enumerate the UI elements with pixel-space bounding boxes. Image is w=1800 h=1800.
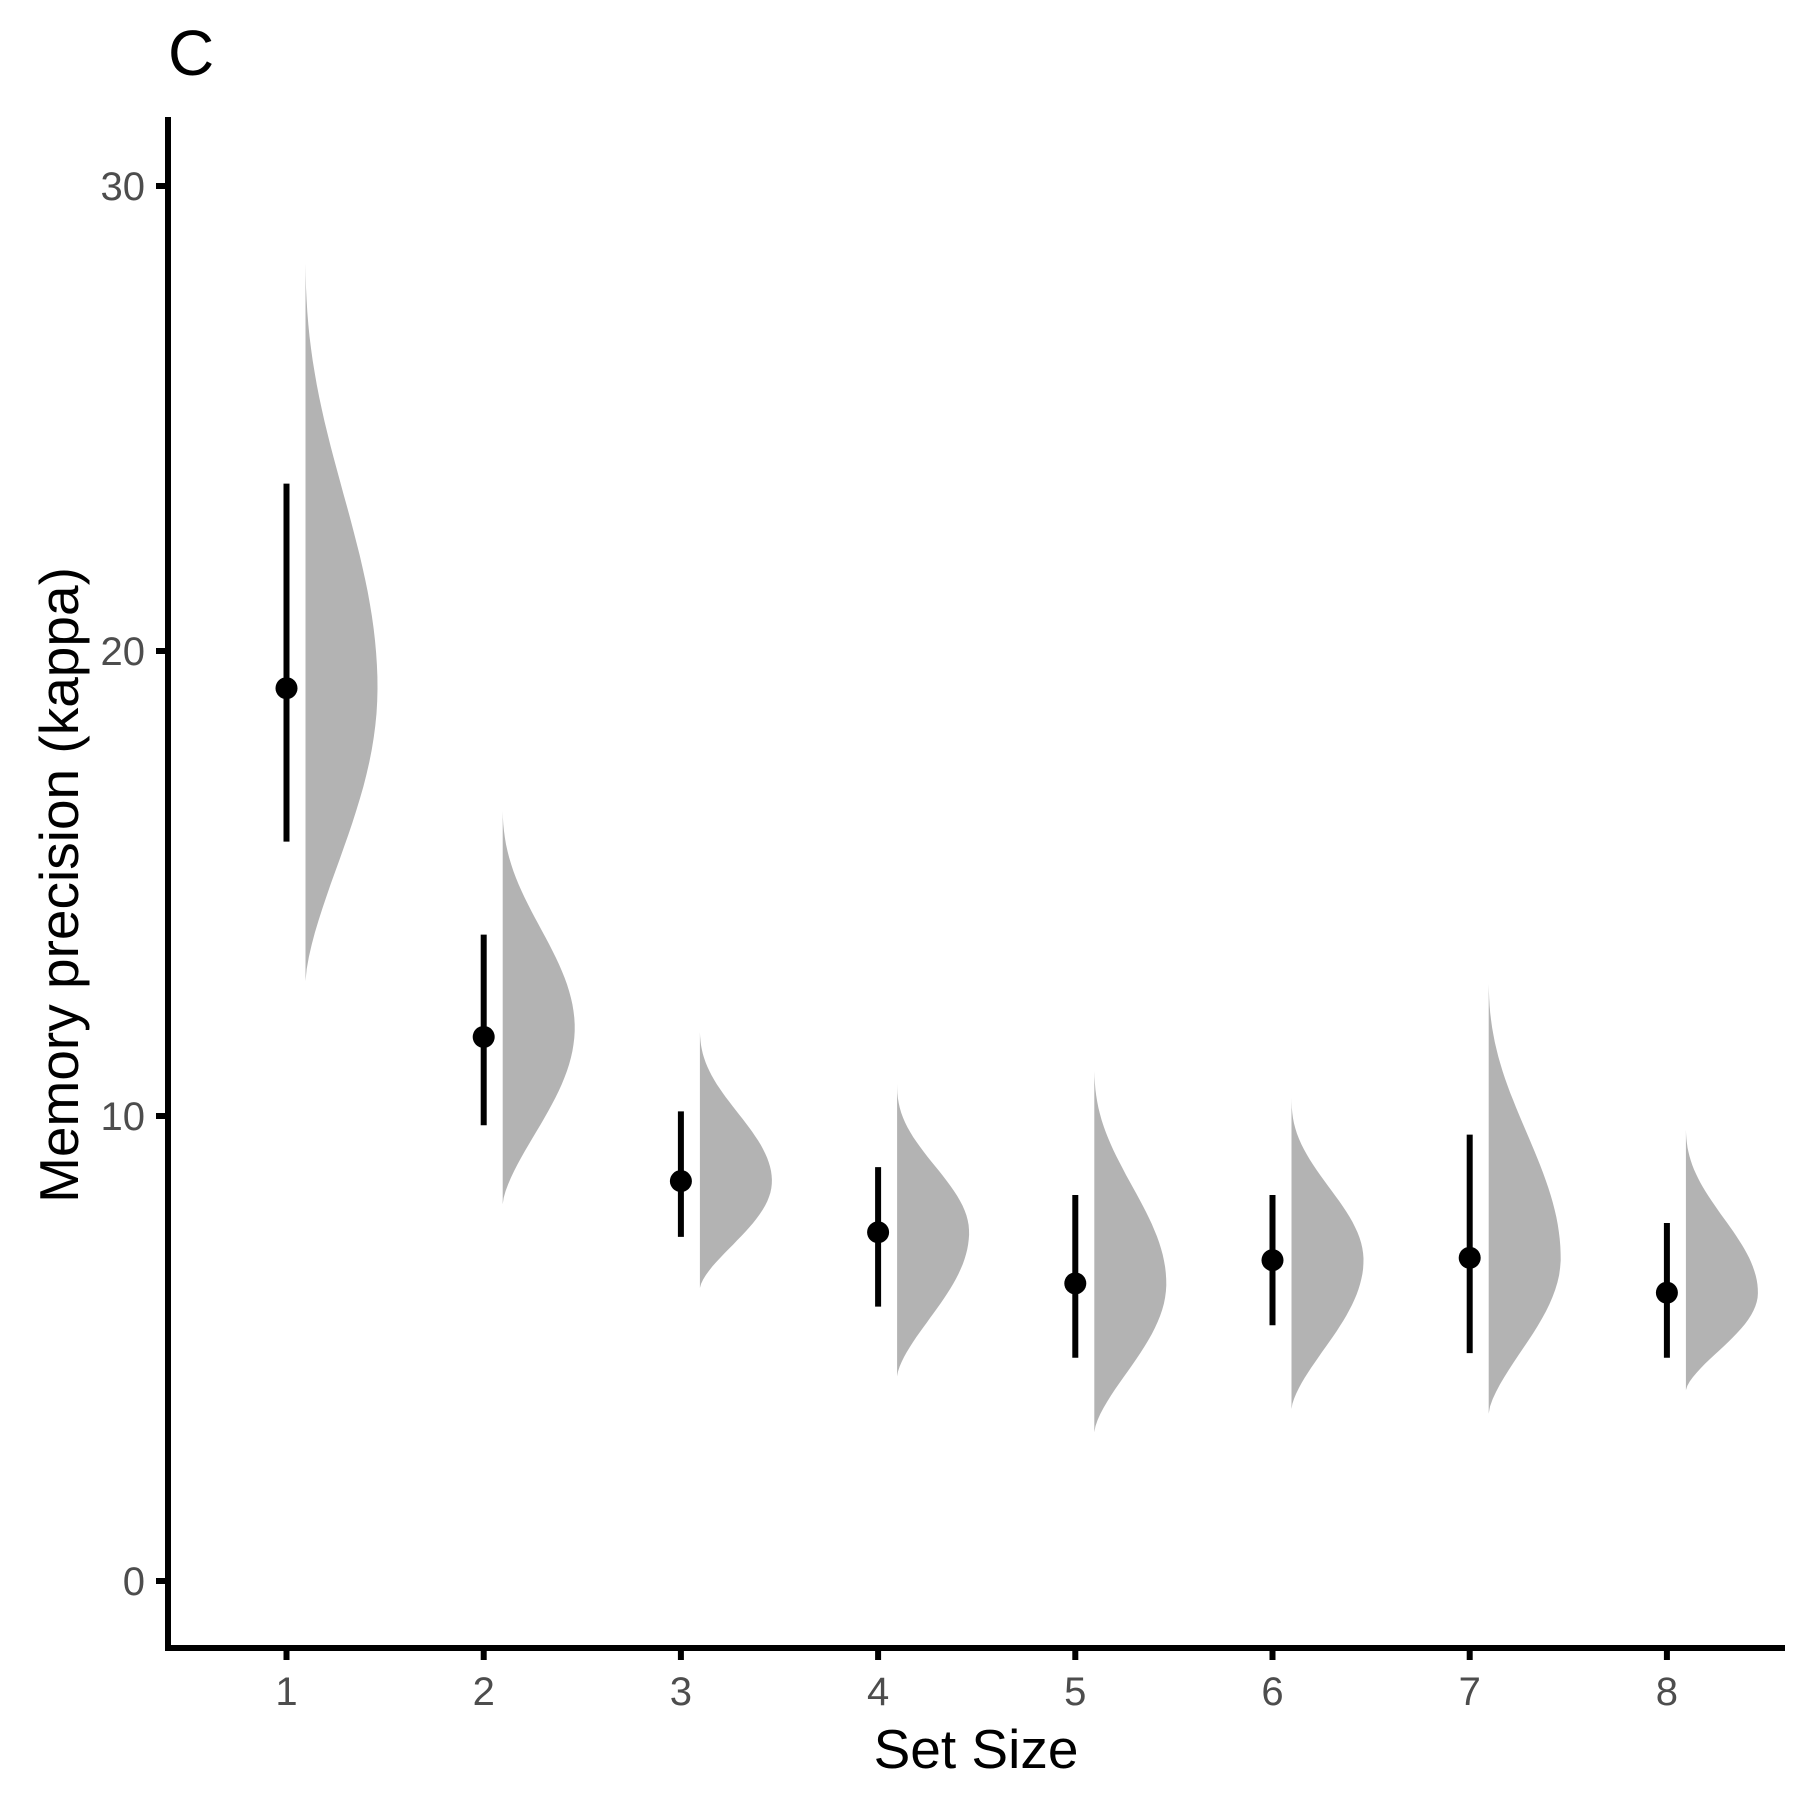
point-estimate bbox=[1064, 1272, 1087, 1295]
x-axis-ticks: 1 2 3 4 5 6 7 8 bbox=[275, 1648, 1678, 1714]
point-estimate bbox=[275, 677, 298, 700]
density-shape bbox=[1685, 1125, 1758, 1391]
x-axis-title: Set Size bbox=[874, 1718, 1079, 1780]
point-estimate bbox=[867, 1221, 890, 1244]
y-axis-title: Memory precision (kappa) bbox=[28, 567, 90, 1203]
y-tick-label: 10 bbox=[101, 1095, 146, 1139]
density-shape bbox=[897, 1083, 970, 1377]
density-shape bbox=[1291, 1097, 1364, 1409]
point-estimate bbox=[1458, 1246, 1481, 1269]
density-shape bbox=[1488, 976, 1561, 1414]
x-tick-label: 2 bbox=[473, 1670, 495, 1714]
x-tick-label: 5 bbox=[1064, 1670, 1086, 1714]
point-estimate bbox=[1655, 1281, 1678, 1304]
x-tick-label: 3 bbox=[670, 1670, 692, 1714]
panel-label: C bbox=[168, 17, 214, 89]
interval-layer bbox=[283, 483, 1670, 1358]
point-layer bbox=[275, 677, 1678, 1304]
x-tick-label: 4 bbox=[867, 1670, 889, 1714]
point-estimate bbox=[472, 1025, 495, 1048]
y-tick-label: 30 bbox=[101, 165, 146, 209]
x-tick-label: 1 bbox=[275, 1670, 297, 1714]
x-tick-label: 6 bbox=[1261, 1670, 1283, 1714]
density-layer bbox=[305, 251, 1758, 1433]
y-tick-label: 20 bbox=[101, 630, 146, 674]
x-tick-label: 8 bbox=[1656, 1670, 1678, 1714]
density-shape bbox=[699, 1027, 772, 1289]
density-shape bbox=[305, 251, 378, 982]
y-tick-label: 0 bbox=[123, 1560, 145, 1604]
point-estimate bbox=[669, 1170, 692, 1193]
density-shape bbox=[502, 804, 575, 1205]
y-axis-ticks: 0 10 20 30 bbox=[101, 165, 168, 1604]
point-estimate bbox=[1261, 1249, 1284, 1272]
x-tick-label: 7 bbox=[1459, 1670, 1481, 1714]
density-shape bbox=[1094, 1064, 1167, 1433]
